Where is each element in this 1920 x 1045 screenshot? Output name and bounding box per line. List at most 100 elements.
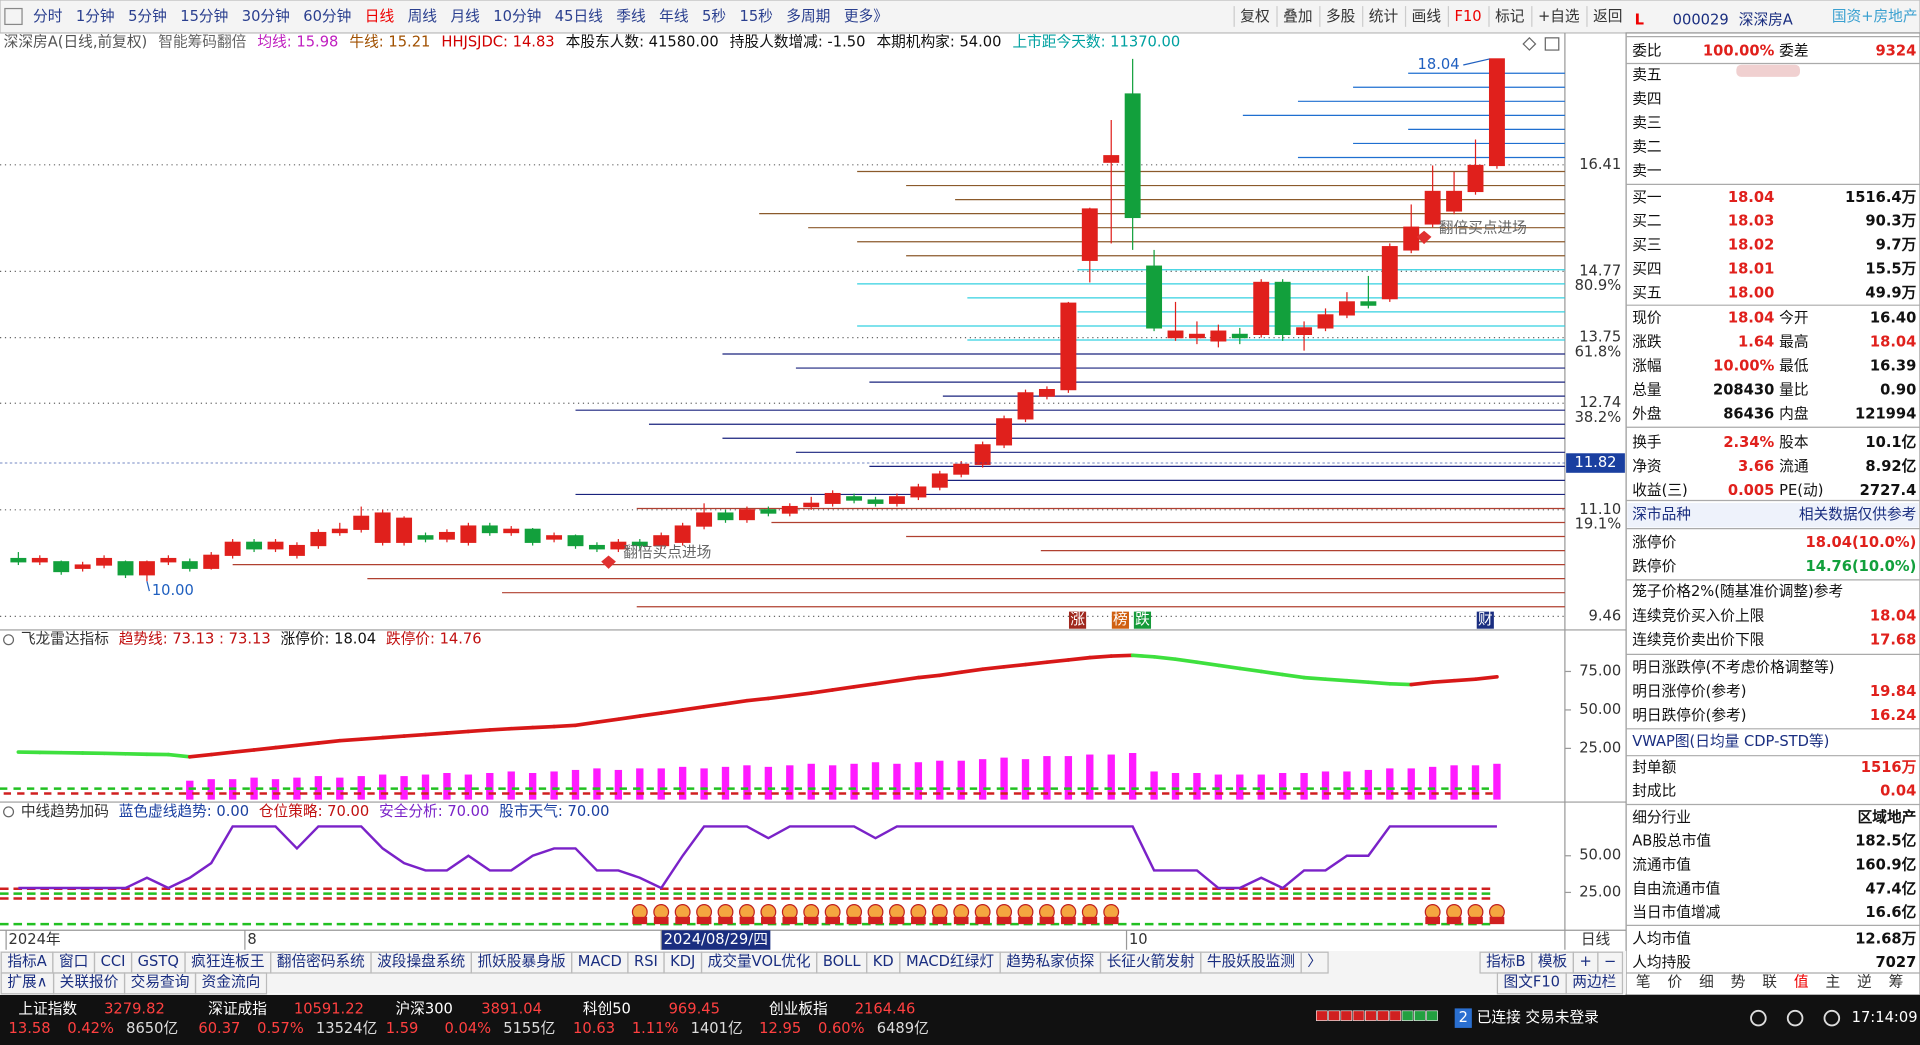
indicator-tab[interactable]: KD (873, 953, 894, 970)
period-tab[interactable]: 分时 (33, 8, 63, 25)
trend-line (252, 745, 278, 752)
indicator-tab[interactable]: MACD红绿灯 (906, 953, 994, 970)
period-tab[interactable]: 年线 (659, 8, 689, 25)
weather-icon-base (1039, 916, 1055, 925)
panel-tab[interactable]: 筹 (1889, 974, 1904, 991)
indicator-tab[interactable]: 牛股妖股监测 (1207, 953, 1295, 970)
period-tab[interactable]: 5分钟 (128, 8, 167, 25)
event-badge[interactable]: 涨 (1070, 611, 1085, 628)
indicator-tab[interactable]: 资金流向 (202, 974, 261, 991)
period-tab[interactable]: 日线 (365, 8, 395, 25)
panel-tab[interactable]: 细 (1699, 974, 1714, 991)
tool-button[interactable]: +自选 (1538, 8, 1580, 25)
period-tab[interactable]: 15分钟 (180, 8, 228, 25)
indicator-tab[interactable]: − (1604, 953, 1616, 970)
connection-status[interactable]: 已连接 交易未登录 (1477, 1008, 1599, 1026)
period-tab[interactable]: 30分钟 (242, 8, 290, 25)
trend-line (487, 726, 514, 732)
indicator-tab[interactable]: 抓妖股暴身版 (477, 953, 565, 970)
trend-line (1173, 657, 1199, 665)
bid-volume: 1516.4万 (1845, 189, 1917, 206)
indicator-tab[interactable]: 指标B (1486, 953, 1525, 970)
tool-button[interactable]: 统计 (1369, 8, 1399, 25)
indicator-tab[interactable]: 扩展∧ (7, 974, 47, 991)
indicator-tab[interactable]: 交易查询 (131, 973, 190, 991)
indicator-tab[interactable]: 窗口 (59, 952, 88, 970)
weather-icon-base (1446, 916, 1462, 925)
trend-line (595, 717, 621, 725)
indicator-tab[interactable]: 关联报价 (60, 974, 119, 991)
period-tab[interactable]: 周线 (408, 8, 438, 25)
panel-tab[interactable]: 逆 (1857, 974, 1872, 991)
indicator-tab[interactable]: 模板 (1538, 952, 1568, 970)
tool-button[interactable]: 返回 (1593, 8, 1622, 25)
period-tab[interactable]: 5秒 (702, 8, 726, 25)
info-item: 本期机构家: 54.00 (876, 34, 1001, 51)
indicator-tab[interactable]: BOLL (823, 953, 862, 970)
section-bg (1627, 502, 1919, 528)
panel-tab[interactable]: 联 (1762, 974, 1777, 991)
indicator-tab[interactable]: 图文F10 (1504, 974, 1560, 991)
period-tab[interactable]: 15秒 (739, 8, 772, 25)
period-tab[interactable]: 季线 (616, 8, 646, 25)
toolbar-bg (0, 0, 1920, 34)
status-icon (1750, 1009, 1767, 1027)
index-pct: 0.04% (444, 1020, 491, 1037)
event-badge[interactable]: 财 (1478, 611, 1493, 628)
event-badge[interactable]: 榜 (1113, 611, 1128, 628)
market-breadth (1365, 1010, 1377, 1021)
market-breadth (1328, 1010, 1340, 1021)
quote-value: 100.00% (1703, 42, 1775, 59)
tool-button[interactable]: 多股 (1326, 8, 1356, 25)
indicator-tab[interactable]: GSTQ (138, 953, 179, 970)
index-value: 3279.82 (104, 1001, 165, 1018)
indicator-tab[interactable]: 〉 (1307, 953, 1322, 970)
period-tab[interactable]: 月线 (450, 8, 480, 25)
panel-tab[interactable]: 主 (1825, 974, 1840, 991)
y-tick-label: 11.10 (1579, 501, 1621, 518)
panel-tab[interactable]: 值 (1794, 974, 1809, 991)
indicator-tab[interactable]: CCI (101, 953, 126, 970)
panel-tab[interactable]: 笔 (1636, 974, 1651, 991)
panel-tab[interactable]: 价 (1668, 974, 1683, 991)
tool-button[interactable]: 画线 (1412, 8, 1442, 25)
indicator-tab[interactable]: 指标A (7, 953, 46, 970)
volume-bar (786, 765, 794, 800)
indicator-tab[interactable]: 成交量VOL优化 (708, 952, 811, 970)
period-tab[interactable]: 10分钟 (493, 8, 541, 25)
quote-value: 18.04 (1870, 334, 1916, 351)
tool-button[interactable]: F10 (1455, 8, 1482, 25)
period-tab[interactable]: 1分钟 (76, 8, 115, 25)
tool-button[interactable]: 叠加 (1283, 8, 1312, 25)
indicator-tab[interactable]: 长征火箭发射 (1107, 952, 1195, 970)
indicator-tab[interactable]: KDJ (670, 953, 695, 970)
indicator-tab[interactable]: + (1579, 953, 1591, 970)
indicator-tab[interactable]: 波段操盘系统 (377, 952, 465, 970)
period-tab[interactable]: 更多》 (844, 8, 888, 25)
event-badge[interactable]: 跌 (1135, 611, 1150, 628)
candle-body (417, 535, 434, 540)
date-label: 8 (247, 931, 256, 948)
date-label: 2024年 (9, 931, 61, 948)
tool-button[interactable]: 复权 (1240, 7, 1270, 25)
indicator-tab[interactable]: 翻倍密码系统 (277, 953, 365, 970)
period-tab[interactable]: 45日线 (555, 8, 603, 25)
period-tab[interactable]: 60分钟 (303, 8, 351, 25)
indicator-tab[interactable]: MACD (578, 953, 622, 970)
volume-bar (700, 768, 708, 800)
period-tab[interactable]: 多周期 (786, 8, 830, 25)
candle-body (203, 554, 220, 569)
indicator-tab[interactable]: 疯狂连板王 (191, 952, 264, 970)
candle-body (1381, 246, 1398, 300)
indicator-tab[interactable]: RSI (634, 953, 658, 970)
candle-body (996, 418, 1013, 446)
trend-line (1452, 677, 1478, 683)
tool-button[interactable]: 标记 (1495, 8, 1525, 25)
candle-body (1424, 190, 1441, 225)
candle-body (160, 557, 177, 563)
indicator-tab[interactable]: 趋势私家侦探 (1006, 953, 1094, 970)
indicator-tab[interactable]: 两边栏 (1572, 974, 1616, 991)
panel-tab[interactable]: 势 (1731, 974, 1746, 991)
volume-bar (186, 780, 194, 800)
quote-value: 182.5亿 (1855, 832, 1916, 850)
